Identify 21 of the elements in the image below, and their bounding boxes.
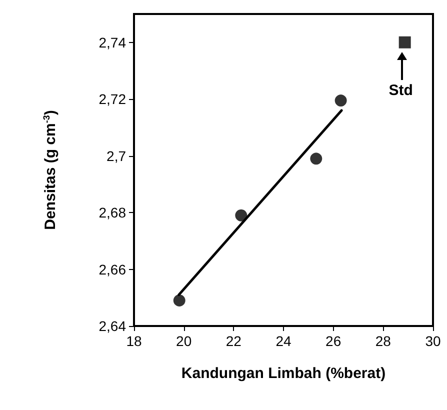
y-tick-label: 2,64 [98,318,126,334]
y-tick-label: 2,74 [98,34,126,50]
point [398,36,411,48]
y-axis-title: Densitas (g cm-3) [42,110,59,230]
y-tick-label: 2,66 [98,261,126,278]
x-axis-title: Kandungan Limbah (%berat) [181,365,386,382]
point [235,209,248,222]
x-tick-label: 20 [176,333,192,349]
point [173,294,186,306]
x-tick-label: 18 [126,333,142,349]
x-tick-label: 24 [276,333,292,349]
y-tick-label: 2,68 [98,204,126,221]
x-tick-label: 30 [425,333,441,349]
point [334,94,347,107]
x-tick-label: 26 [326,333,342,349]
y-tick-label: 2,72 [98,91,126,108]
x-tick-label: 22 [226,333,242,349]
annotation: Std [388,82,413,100]
point [310,152,322,165]
y-tick-label: 2,7 [106,148,126,164]
x-tick-label: 28 [375,333,392,349]
